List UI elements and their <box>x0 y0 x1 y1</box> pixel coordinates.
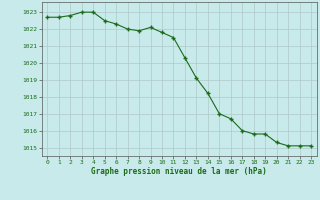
X-axis label: Graphe pression niveau de la mer (hPa): Graphe pression niveau de la mer (hPa) <box>91 167 267 176</box>
